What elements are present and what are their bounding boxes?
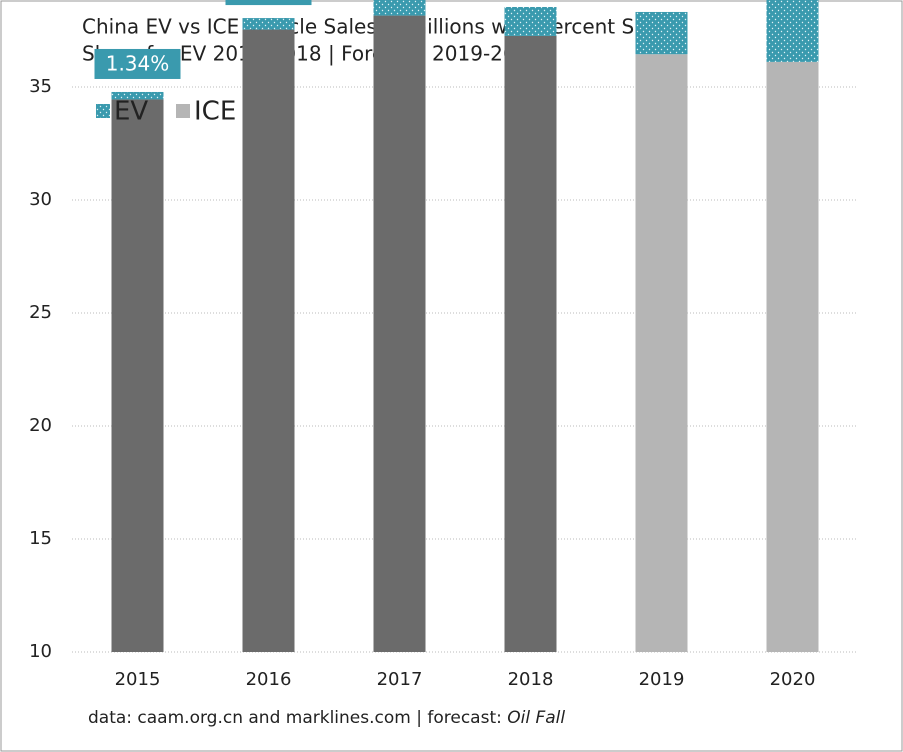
bar-segment bbox=[373, 0, 426, 16]
y-tick-label: 35 bbox=[29, 76, 52, 97]
share-label-box bbox=[225, 0, 312, 6]
y-tick-label: 25 bbox=[29, 302, 52, 323]
bar-segment bbox=[373, 15, 426, 653]
y-tick-label: 10 bbox=[29, 641, 52, 662]
x-tick-label: 2017 bbox=[377, 669, 423, 690]
share-label: 1.34% bbox=[106, 51, 170, 75]
x-tick-label: 2015 bbox=[115, 669, 161, 690]
y-tick-label: 15 bbox=[29, 528, 52, 549]
legend-swatch bbox=[96, 104, 110, 118]
y-tick-label: 20 bbox=[29, 415, 52, 436]
bar-segment bbox=[504, 6, 557, 36]
x-tick-label: 2020 bbox=[770, 669, 816, 690]
source-text: data: caam.org.cn and marklines.com | fo… bbox=[88, 708, 507, 728]
legend-label: EV bbox=[114, 97, 148, 127]
legend-swatch bbox=[176, 104, 190, 118]
x-tick-label: 2019 bbox=[639, 669, 685, 690]
y-tick-label: 30 bbox=[29, 189, 52, 210]
bar-segment bbox=[242, 18, 295, 30]
legend-label: ICE bbox=[194, 97, 236, 127]
x-tick-label: 2018 bbox=[508, 669, 554, 690]
source-italic: Oil Fall bbox=[507, 708, 565, 728]
bar-segment bbox=[766, 61, 819, 652]
share-label-box bbox=[94, 48, 181, 79]
bar-segment bbox=[635, 54, 688, 653]
share-label: 1.81% bbox=[237, 0, 301, 2]
source: data: caam.org.cn and marklines.com | fo… bbox=[88, 708, 565, 728]
bar-segment bbox=[111, 99, 164, 653]
x-tick-label: 2016 bbox=[246, 669, 292, 690]
bar-segment bbox=[766, 0, 819, 62]
bar-segment bbox=[635, 11, 688, 55]
bar-segment bbox=[504, 35, 557, 652]
bar-segment bbox=[242, 29, 295, 652]
bar-segment bbox=[111, 91, 164, 100]
